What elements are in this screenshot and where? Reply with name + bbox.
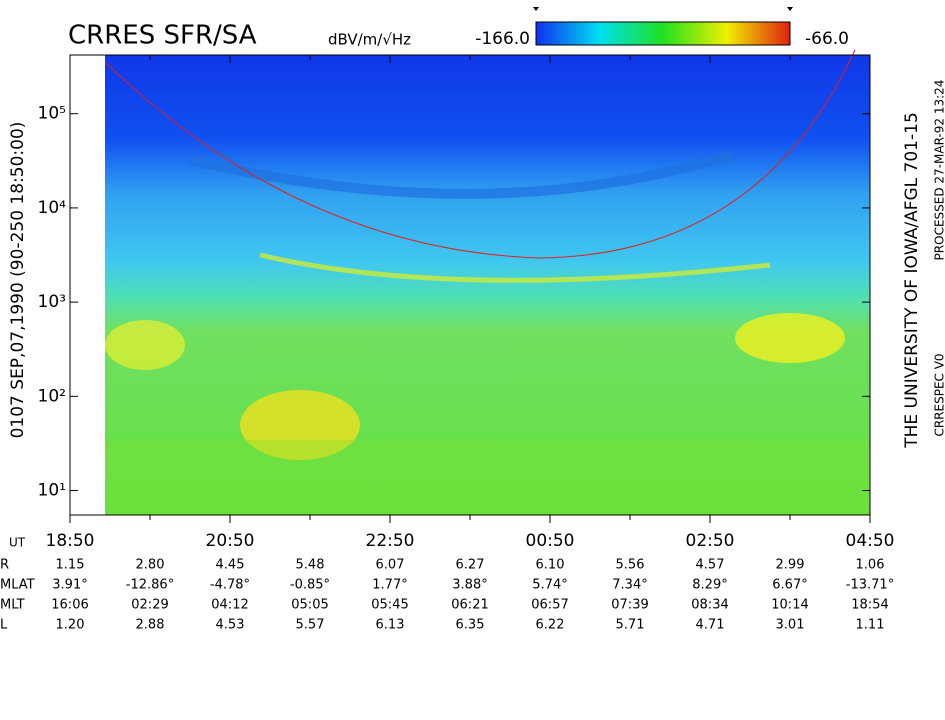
y-tick-label: 10² bbox=[38, 386, 66, 406]
y-axis-label: 0107 SEP,07,1990 (90-250 18:50:00) bbox=[8, 122, 28, 439]
ephemeris-value: 5.48 bbox=[296, 558, 325, 573]
chart-title: CRRES SFR/SA bbox=[68, 21, 257, 51]
ephemeris-value: 6.22 bbox=[536, 618, 565, 633]
ephemeris-value: 10:14 bbox=[771, 598, 808, 613]
ephemeris-value: 5.74° bbox=[532, 578, 567, 593]
ephemeris-value: 5.71 bbox=[616, 618, 645, 633]
spectrogram-image bbox=[104, 49, 870, 515]
credit-text: THE UNIVERSITY OF IOWA/AFGL 701-15 bbox=[902, 112, 922, 449]
x-tick-label: 02:50 bbox=[686, 531, 735, 551]
ephemeris-value: 5.57 bbox=[296, 618, 325, 633]
ephemeris-value: 16:06 bbox=[51, 598, 88, 613]
y-tick-label: 10¹ bbox=[38, 481, 66, 501]
ephemeris-value: -4.78° bbox=[210, 578, 250, 593]
y-tick-label: 10⁴ bbox=[38, 198, 67, 218]
ephemeris-value: 2.99 bbox=[776, 558, 805, 573]
colorbar-label: dBV/m/√Hz bbox=[328, 31, 411, 49]
colorbar-marker bbox=[787, 7, 793, 11]
ephemeris-value: 1.15 bbox=[56, 558, 85, 573]
x-tick-label: 20:50 bbox=[206, 531, 255, 551]
ephemeris-row-label: R bbox=[0, 558, 9, 573]
ephemeris-value: 3.88° bbox=[452, 578, 487, 593]
ephemeris-value: 1.06 bbox=[856, 558, 885, 573]
ephemeris-value: 3.01 bbox=[776, 618, 805, 633]
ephemeris-value: 3.91° bbox=[52, 578, 87, 593]
x-tick-label: 22:50 bbox=[366, 531, 415, 551]
ephemeris-row-label: L bbox=[0, 618, 8, 633]
ephemeris-value: 6.13 bbox=[376, 618, 405, 633]
ephemeris-value: 4.57 bbox=[696, 558, 725, 573]
colorbar-max: -66.0 bbox=[805, 29, 849, 49]
credit-text: CRRESPEC V0 bbox=[933, 353, 945, 436]
ephemeris-value: 4.71 bbox=[696, 618, 725, 633]
ephemeris-value: 1.11 bbox=[856, 618, 885, 633]
ephemeris-value: 6.35 bbox=[456, 618, 485, 633]
ephemeris-value: -12.86° bbox=[126, 578, 174, 593]
colorbar-min: -166.0 bbox=[475, 29, 530, 49]
ephemeris-value: -0.85° bbox=[290, 578, 330, 593]
ephemeris-value: 02:29 bbox=[131, 598, 168, 613]
ephemeris-value: 2.80 bbox=[136, 558, 165, 573]
x-tick-label: 00:50 bbox=[526, 531, 575, 551]
colorbar-marker bbox=[533, 7, 539, 11]
ephemeris-value: 6.07 bbox=[376, 558, 405, 573]
ephemeris-value: 07:39 bbox=[611, 598, 648, 613]
ephemeris-value: 4.45 bbox=[216, 558, 245, 573]
ephemeris-value: 05:45 bbox=[371, 598, 408, 613]
ephemeris-value: 18:54 bbox=[851, 598, 888, 613]
ephemeris-value: 6.10 bbox=[536, 558, 565, 573]
x-tick-label: 04:50 bbox=[846, 531, 895, 551]
ephemeris-value: 4.53 bbox=[216, 618, 245, 633]
ephemeris-value: 1.20 bbox=[56, 618, 85, 633]
colorbar bbox=[535, 21, 791, 46]
ephemeris-value: 08:34 bbox=[691, 598, 728, 613]
ephemeris-value: -13.71° bbox=[846, 578, 894, 593]
ephemeris-value: 06:21 bbox=[451, 598, 488, 613]
x-tick-label: 18:50 bbox=[46, 531, 95, 551]
ephemeris-row-label: MLT bbox=[0, 598, 25, 613]
y-tick-label: 10³ bbox=[38, 292, 66, 312]
ephemeris-value: 6.67° bbox=[772, 578, 807, 593]
ephemeris-value: 6.27 bbox=[456, 558, 485, 573]
ephemeris-value: 04:12 bbox=[211, 598, 248, 613]
ephemeris-value: 1.77° bbox=[372, 578, 407, 593]
ephemeris-value: 7.34° bbox=[612, 578, 647, 593]
ephemeris-value: 2.88 bbox=[136, 618, 165, 633]
ephemeris-row-label: MLAT bbox=[0, 578, 35, 593]
ephemeris-value: 5.56 bbox=[616, 558, 645, 573]
y-tick-label: 10⁵ bbox=[38, 104, 66, 124]
ephemeris-value: 8.29° bbox=[692, 578, 727, 593]
ephemeris-value: 06:57 bbox=[531, 598, 568, 613]
credit-text: PROCESSED 27-MAR-92 13:24 bbox=[933, 80, 945, 261]
ephemeris-value: 05:05 bbox=[291, 598, 328, 613]
ut-label: UT bbox=[9, 536, 26, 550]
